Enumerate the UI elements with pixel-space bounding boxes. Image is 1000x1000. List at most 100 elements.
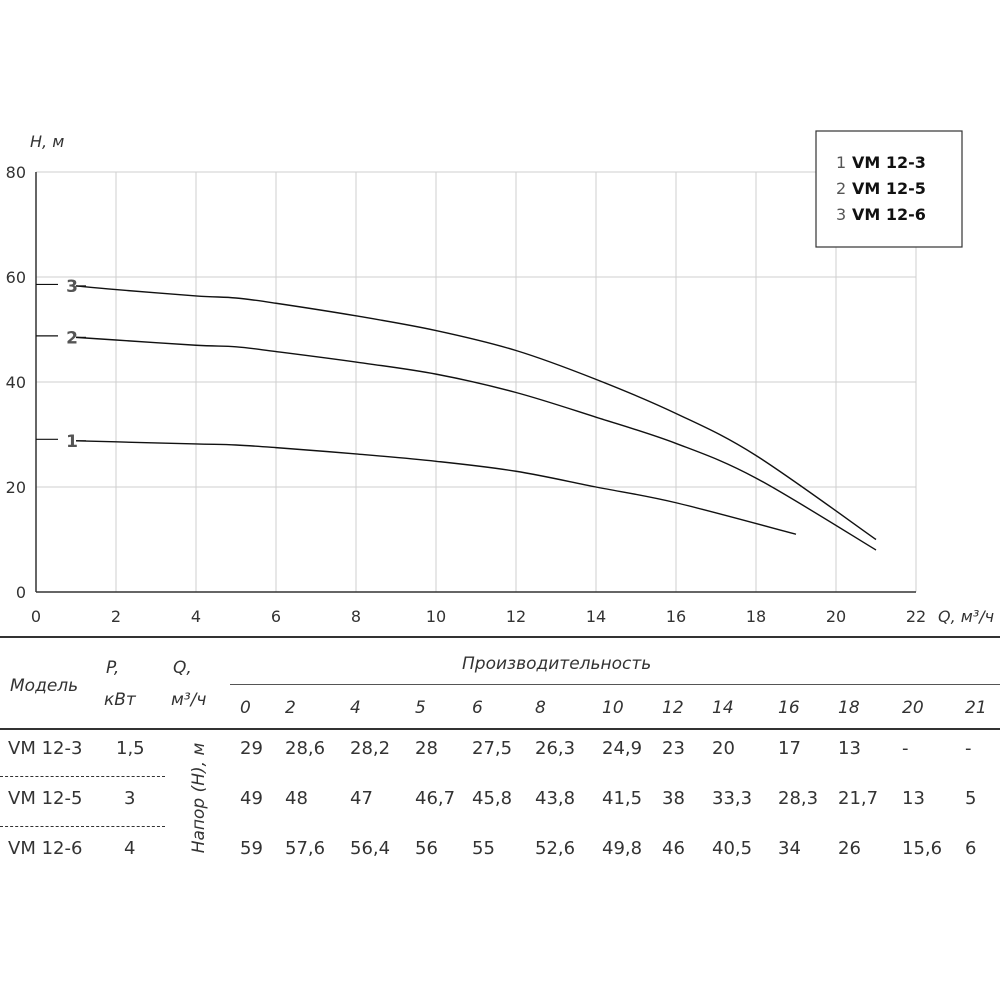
legend-num-2: 2 — [836, 179, 846, 198]
cell-r3-c0: 59 — [240, 838, 263, 859]
y-tick-80: 80 — [6, 163, 26, 182]
cell-r1-c11: - — [902, 738, 909, 759]
y-axis-label: H, м — [30, 132, 64, 151]
cell-r2-c10: 21,7 — [838, 788, 879, 809]
cell-r1-c6: 24,9 — [602, 738, 643, 759]
series-line-2 — [75, 336, 877, 551]
row-power-3: 4 — [124, 838, 136, 859]
q-header-8: 8 — [535, 698, 546, 718]
x-tick-10: 10 — [426, 607, 446, 626]
series-label-3: 3 — [66, 277, 78, 297]
q-header-0: 0 — [240, 698, 251, 718]
q-header-14: 14 — [712, 698, 734, 718]
group-header-rule — [230, 684, 1000, 685]
cell-r2-c11: 13 — [902, 788, 925, 809]
group-header: Производительность — [462, 654, 652, 674]
x-tick-6: 6 — [271, 607, 281, 626]
q-header-5: 5 — [415, 698, 426, 718]
chart-curves: 1 2 3 — [36, 277, 877, 551]
series-label-1: 1 — [66, 432, 78, 452]
row-sep-2 — [0, 826, 165, 827]
x-tick-20: 20 — [826, 607, 846, 626]
col-header-model: Модель — [10, 676, 79, 696]
q-header-20: 20 — [902, 698, 924, 718]
cell-r3-c4: 55 — [472, 838, 495, 859]
y-tick-40: 40 — [6, 373, 26, 392]
cell-r2-c9: 28,3 — [778, 788, 819, 809]
cell-r3-c12: 6 — [965, 838, 977, 859]
legend-num-1: 1 — [836, 153, 846, 172]
header-bottom-rule — [0, 728, 1000, 730]
cell-r3-c7: 46 — [662, 838, 685, 859]
legend-name-2: VM 12-5 — [852, 179, 926, 198]
cell-r1-c7: 23 — [662, 738, 685, 759]
row-sep-1 — [0, 776, 165, 777]
cell-r3-c10: 26 — [838, 838, 861, 859]
x-tick-12: 12 — [506, 607, 526, 626]
q-header-6: 6 — [472, 698, 483, 718]
x-tick-2: 2 — [111, 607, 121, 626]
cell-r1-c12: - — [965, 738, 972, 759]
legend-name-3: VM 12-6 — [852, 205, 926, 224]
q-header-4: 4 — [350, 698, 361, 718]
x-tick-0: 0 — [31, 607, 41, 626]
x-tick-14: 14 — [586, 607, 606, 626]
x-tick-8: 8 — [351, 607, 361, 626]
cell-r3-c5: 52,6 — [535, 838, 576, 859]
cell-r1-c1: 28,6 — [285, 738, 326, 759]
row-power-1: 1,5 — [116, 738, 145, 759]
q-header-12: 12 — [662, 698, 684, 718]
cell-r2-c2: 47 — [350, 788, 373, 809]
cell-r3-c1: 57,6 — [285, 838, 326, 859]
cell-r1-c8: 20 — [712, 738, 735, 759]
legend-name-1: VM 12-3 — [852, 153, 926, 172]
side-label-head: Напор (H), м — [189, 742, 209, 854]
series-line-3 — [75, 285, 877, 541]
cell-r2-c8: 33,3 — [712, 788, 753, 809]
row-model-1: VM 12-3 — [8, 738, 83, 759]
cell-r1-c4: 27,5 — [472, 738, 513, 759]
q-header-18: 18 — [838, 698, 860, 718]
cell-r2-c12: 5 — [965, 788, 977, 809]
q-header-10: 10 — [602, 698, 624, 718]
col-header-power-1: P, — [106, 658, 120, 678]
col-header-q-1: Q, — [173, 658, 192, 678]
x-tick-18: 18 — [746, 607, 766, 626]
cell-r3-c3: 56 — [415, 838, 438, 859]
y-tick-0: 0 — [16, 583, 26, 602]
cell-r2-c4: 45,8 — [472, 788, 513, 809]
cell-r3-c11: 15,6 — [902, 838, 943, 859]
cell-r1-c0: 29 — [240, 738, 263, 759]
cell-r1-c2: 28,2 — [350, 738, 391, 759]
cell-r3-c2: 56,4 — [350, 838, 391, 859]
q-header-16: 16 — [778, 698, 800, 718]
cell-r1-c10: 13 — [838, 738, 861, 759]
cell-r3-c9: 34 — [778, 838, 801, 859]
y-tick-20: 20 — [6, 478, 26, 497]
cell-r2-c6: 41,5 — [602, 788, 643, 809]
cell-r1-c5: 26,3 — [535, 738, 576, 759]
legend-box — [815, 130, 963, 248]
cell-r2-c7: 38 — [662, 788, 685, 809]
series-label-2: 2 — [66, 328, 78, 348]
x-tick-16: 16 — [666, 607, 686, 626]
q-header-21: 21 — [965, 698, 987, 718]
legend-num-3: 3 — [836, 205, 846, 224]
series-line-1 — [75, 440, 797, 535]
cell-r3-c6: 49,8 — [602, 838, 643, 859]
x-tick-4: 4 — [191, 607, 201, 626]
chart-legend: 1 VM 12-3 2 VM 12-5 3 VM 12-6 — [815, 130, 963, 248]
cell-r2-c5: 43,8 — [535, 788, 576, 809]
x-axis-label: Q, м³/ч — [938, 607, 994, 626]
cell-r1-c3: 28 — [415, 738, 438, 759]
y-tick-60: 60 — [6, 268, 26, 287]
table-top-rule — [0, 636, 1000, 638]
row-model-2: VM 12-5 — [8, 788, 83, 809]
row-power-2: 3 — [124, 788, 136, 809]
cell-r2-c0: 49 — [240, 788, 263, 809]
cell-r3-c8: 40,5 — [712, 838, 753, 859]
cell-r1-c9: 17 — [778, 738, 801, 759]
cell-r2-c3: 46,7 — [415, 788, 456, 809]
